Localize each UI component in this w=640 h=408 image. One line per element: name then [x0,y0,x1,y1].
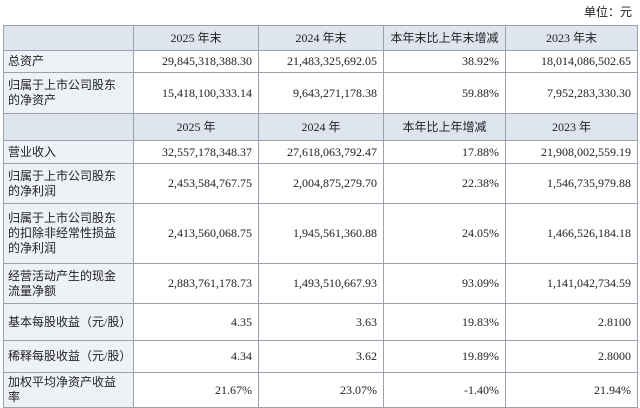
value-cell: 4.35 [133,303,259,341]
header-cell: 2025 年末 [133,25,259,51]
data-row: 稀释每股收益（元/股） 4.34 3.62 19.89% 2.8000 [3,340,638,373]
value-cell: 38.92% [383,50,506,73]
value-cell: 29,845,318,388.30 [133,50,259,73]
data-row: 归属于上市公司股东的净利润 2,453,584,767.75 2,004,875,2… [3,163,638,204]
value-cell: 21.67% [133,372,259,408]
header-cell: 本年比上年增减 [383,113,506,141]
value-cell: 9,643,271,178.38 [258,72,384,114]
value-cell: 1,546,735,979.88 [505,163,638,204]
value-cell: 21,483,325,692.05 [258,50,384,73]
data-row: 经营活动产生的现金流量净额 2,883,761,178.73 1,493,510,6… [3,263,638,304]
row-label: 总资产 [3,50,134,73]
value-cell: 1,466,526,184.18 [505,203,638,264]
value-cell: 3.62 [258,340,384,373]
row-label: 归属于上市公司股东的扣除非经常性损益的净利润 [3,203,134,264]
value-cell: 1,945,561,360.88 [258,203,384,264]
value-cell: 1,141,042,734.59 [505,263,638,304]
unit-label: 单位：元 [583,5,632,19]
header-cell [3,113,134,141]
value-cell: 59.88% [383,72,506,114]
data-row: 归属于上市公司股东的净资产 15,418,100,333.14 9,643,271,… [3,72,638,114]
row-label: 稀释每股收益（元/股） [3,340,134,373]
data-row: 营业收入 32,557,178,348.37 27,618,063,792.47 17… [3,140,638,164]
value-cell: 2,004,875,279.70 [258,163,384,204]
data-row: 基本每股收益（元/股） 4.35 3.63 19.83% 2.8100 [3,303,638,341]
value-cell: 2,413,560,068.75 [133,203,259,264]
value-cell: 18,014,086,502.65 [505,50,638,73]
value-cell: 2.8000 [505,340,638,373]
header-cell [3,25,134,51]
financial-table: 2025 年末 2024 年末 本年末比上年末增减 2023 年末 总资产 29,845,… [3,25,638,408]
header-cell: 2023 年末 [505,25,638,51]
header-cell: 本年末比上年末增减 [383,25,506,51]
value-cell: 24.05% [383,203,506,264]
header-row: 2025 年末 2024 年末 本年末比上年末增减 2023 年末 [3,25,638,51]
value-cell: 17.88% [383,140,506,164]
value-cell: 1,493,510,667.93 [258,263,384,304]
value-cell: 15,418,100,333.14 [133,72,259,114]
row-label: 归属于上市公司股东的净利润 [3,163,134,204]
header-cell: 2024 年末 [258,25,384,51]
header-cell: 2023 年 [505,113,638,141]
row-label: 加权平均净资产收益率 [3,372,134,408]
value-cell: 21,908,002,559.19 [505,140,638,164]
row-label: 归属于上市公司股东的净资产 [3,72,134,114]
row-label: 经营活动产生的现金流量净额 [3,263,134,304]
value-cell: 21.94% [505,372,638,408]
value-cell: 23.07% [258,372,384,408]
value-cell: 32,557,178,348.37 [133,140,259,164]
value-cell: 93.09% [383,263,506,304]
value-cell: 2,453,584,767.75 [133,163,259,204]
row-label: 营业收入 [3,140,134,164]
value-cell: 19.83% [383,303,506,341]
value-cell: 27,618,063,792.47 [258,140,384,164]
value-cell: 3.63 [258,303,384,341]
header-cell: 2024 年 [258,113,384,141]
header-row: 2025 年 2024 年本年比上年增减 2023 年 [3,113,638,141]
data-row: 加权平均净资产收益率 21.67% 23.07% -1.40% 21.94% [3,372,638,408]
value-cell: 2.8100 [505,303,638,341]
data-row: 归属于上市公司股东的扣除非经常性损益的净利润 2,413,560,068.75 1,… [3,203,638,264]
value-cell: -1.40% [383,372,506,408]
value-cell: 19.89% [383,340,506,373]
value-cell: 4.34 [133,340,259,373]
header-cell: 2025 年 [133,113,259,141]
row-label: 基本每股收益（元/股） [3,303,134,341]
value-cell: 2,883,761,178.73 [133,263,259,304]
value-cell: 7,952,283,330.30 [505,72,638,114]
value-cell: 22.38% [383,163,506,204]
data-row: 总资产 29,845,318,388.30 21,483,325,692.05 38.… [3,50,638,73]
